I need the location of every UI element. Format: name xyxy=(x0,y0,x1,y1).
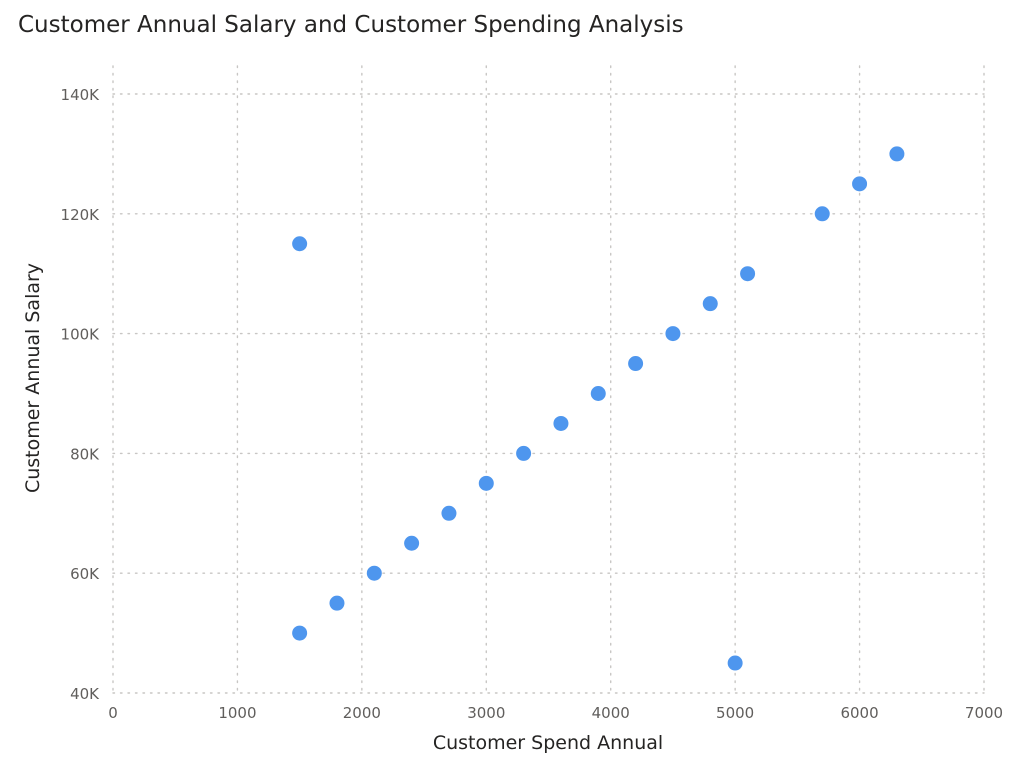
chart-title: Customer Annual Salary and Customer Spen… xyxy=(18,12,684,38)
x-tick-label: 1000 xyxy=(218,704,256,722)
data-point[interactable] xyxy=(404,535,420,551)
y-tick-labels: 40K 60K 80K 100K 120K 140K xyxy=(61,86,101,703)
x-tick-label: 2000 xyxy=(343,704,381,722)
data-point[interactable] xyxy=(329,595,345,611)
y-tick-label: 140K xyxy=(61,86,101,104)
x-axis-label: Customer Spend Annual xyxy=(432,732,664,754)
data-points xyxy=(292,146,905,671)
x-tick-label: 4000 xyxy=(592,704,630,722)
data-point[interactable] xyxy=(553,415,569,431)
data-point[interactable] xyxy=(478,475,494,491)
data-point[interactable] xyxy=(852,176,868,192)
data-point[interactable] xyxy=(441,505,457,521)
x-tick-label: 5000 xyxy=(716,704,754,722)
data-point[interactable] xyxy=(702,296,718,312)
data-point[interactable] xyxy=(366,565,382,581)
data-point[interactable] xyxy=(516,445,532,461)
x-tick-label: 0 xyxy=(108,704,118,722)
y-tick-label: 80K xyxy=(70,445,100,463)
y-tick-label: 120K xyxy=(61,206,101,224)
data-point[interactable] xyxy=(292,236,308,252)
data-point[interactable] xyxy=(590,386,606,401)
y-tick-label: 40K xyxy=(70,685,100,703)
x-tick-label: 6000 xyxy=(840,704,878,722)
y-tick-label: 100K xyxy=(61,326,101,344)
data-point[interactable] xyxy=(727,655,743,671)
data-point[interactable] xyxy=(665,326,681,342)
data-point[interactable] xyxy=(740,266,756,282)
data-point[interactable] xyxy=(814,206,830,222)
data-point[interactable] xyxy=(292,625,308,641)
y-tick-label: 60K xyxy=(70,565,100,583)
x-tick-label: 3000 xyxy=(467,704,505,722)
data-point[interactable] xyxy=(889,146,905,162)
x-tick-label: 7000 xyxy=(965,704,1003,722)
gridlines xyxy=(112,65,985,694)
data-point[interactable] xyxy=(628,356,644,372)
x-tick-labels: 0 1000 2000 3000 4000 5000 6000 7000 xyxy=(108,704,1003,722)
